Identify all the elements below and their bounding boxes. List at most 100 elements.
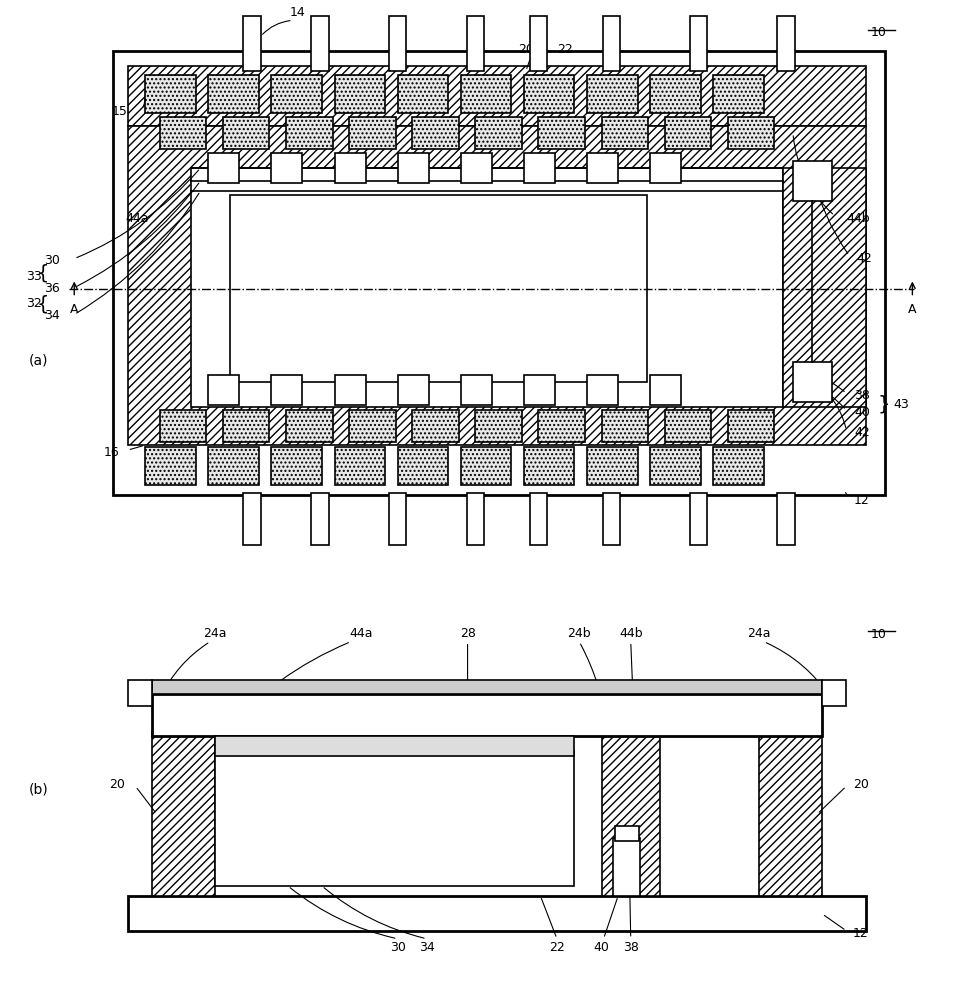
Bar — [334, 153, 365, 183]
Bar — [191, 168, 783, 407]
Bar — [412, 117, 459, 149]
Text: 44b: 44b — [846, 212, 870, 225]
Bar — [397, 447, 448, 485]
Bar — [152, 680, 822, 694]
Text: 22: 22 — [549, 941, 565, 954]
Text: 24b: 24b — [568, 627, 591, 640]
Bar — [397, 153, 429, 183]
Text: 24a: 24a — [747, 627, 770, 640]
Bar — [587, 447, 638, 485]
Bar — [524, 375, 555, 405]
Bar — [208, 375, 240, 405]
Bar — [334, 75, 385, 113]
Bar — [539, 117, 585, 149]
Text: (b): (b) — [28, 782, 48, 796]
Bar — [467, 16, 484, 71]
Bar — [389, 16, 406, 71]
Bar — [475, 117, 522, 149]
Bar — [603, 493, 620, 545]
Bar — [397, 375, 429, 405]
Bar — [793, 362, 832, 402]
Bar — [349, 410, 395, 442]
Text: A: A — [70, 303, 79, 316]
Bar — [389, 493, 406, 545]
Text: 34: 34 — [44, 309, 59, 322]
Text: {: { — [37, 294, 49, 313]
Bar — [530, 493, 547, 545]
Bar — [690, 493, 707, 545]
Bar — [145, 75, 196, 113]
Bar — [728, 117, 774, 149]
Bar — [822, 680, 846, 706]
Bar — [334, 375, 365, 405]
Bar — [223, 117, 270, 149]
Bar — [272, 75, 321, 113]
Bar — [539, 410, 585, 442]
Text: 30: 30 — [44, 254, 59, 267]
Bar — [215, 736, 575, 756]
Bar — [602, 117, 649, 149]
Bar — [759, 731, 822, 896]
Text: 30: 30 — [390, 941, 405, 954]
Bar — [524, 75, 575, 113]
Bar — [603, 16, 620, 71]
Bar — [614, 838, 641, 896]
Bar — [223, 410, 270, 442]
Bar — [244, 16, 261, 71]
Bar — [461, 375, 492, 405]
Bar — [128, 896, 866, 931]
Bar — [397, 75, 448, 113]
Text: 42: 42 — [856, 252, 872, 265]
Bar — [461, 75, 511, 113]
Bar — [412, 410, 459, 442]
Bar — [467, 493, 484, 545]
Text: (a): (a) — [28, 353, 48, 367]
Bar — [664, 410, 711, 442]
Bar — [651, 375, 681, 405]
Bar — [312, 493, 328, 545]
Bar — [215, 751, 575, 886]
Bar — [728, 410, 774, 442]
Bar — [783, 168, 866, 407]
Bar — [793, 161, 832, 201]
Bar — [777, 16, 795, 71]
Bar — [349, 117, 395, 149]
Bar — [475, 410, 522, 442]
Bar — [208, 153, 240, 183]
Bar — [651, 447, 700, 485]
Text: 42: 42 — [854, 426, 870, 439]
Bar — [664, 117, 711, 149]
Text: 44a: 44a — [349, 627, 372, 640]
Text: 36: 36 — [44, 282, 59, 295]
Text: 16: 16 — [104, 446, 120, 459]
Text: 33: 33 — [26, 270, 42, 283]
Bar — [461, 447, 511, 485]
Bar — [113, 51, 885, 495]
Text: 20: 20 — [853, 778, 869, 791]
Bar — [272, 447, 321, 485]
Bar — [334, 447, 385, 485]
Bar — [587, 375, 618, 405]
Text: 40: 40 — [594, 941, 610, 954]
Bar — [713, 75, 764, 113]
Text: 32: 32 — [26, 297, 42, 310]
Bar — [286, 117, 332, 149]
Text: 15: 15 — [112, 105, 128, 118]
Bar — [587, 153, 618, 183]
Bar — [616, 826, 639, 841]
Text: 14: 14 — [289, 6, 306, 19]
Bar — [312, 16, 328, 71]
Bar — [524, 153, 555, 183]
Bar — [651, 153, 681, 183]
Text: 44a: 44a — [126, 212, 149, 225]
Bar — [524, 447, 575, 485]
Bar — [690, 16, 707, 71]
Bar — [777, 493, 795, 545]
Bar — [152, 694, 822, 736]
Text: 38: 38 — [622, 941, 639, 954]
Text: 43: 43 — [893, 398, 909, 411]
Text: 10: 10 — [871, 628, 886, 641]
Bar — [208, 447, 259, 485]
Bar — [128, 680, 152, 706]
Text: 12: 12 — [853, 927, 869, 940]
